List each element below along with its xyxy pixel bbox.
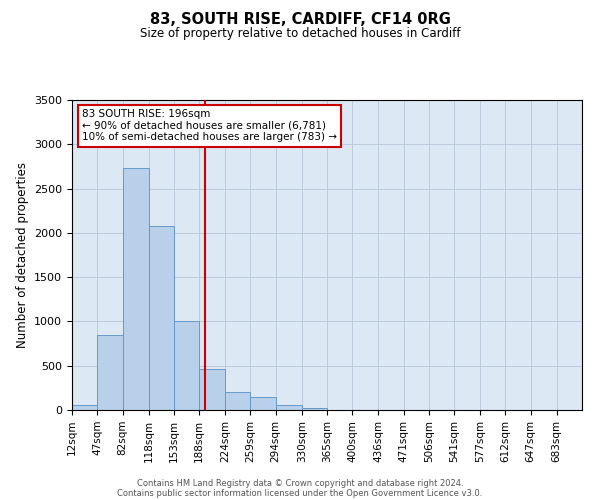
Text: Contains HM Land Registry data © Crown copyright and database right 2024.: Contains HM Land Registry data © Crown c…	[137, 478, 463, 488]
Bar	[174, 320, 199, 410]
Bar	[199, 370, 225, 410]
Bar	[276, 405, 302, 410]
Text: Contains public sector information licensed under the Open Government Licence v3: Contains public sector information licen…	[118, 488, 482, 498]
Y-axis label: Number of detached properties: Number of detached properties	[16, 162, 29, 348]
Bar	[72, 405, 97, 410]
Bar	[302, 408, 327, 410]
Text: 83, SOUTH RISE, CARDIFF, CF14 0RG: 83, SOUTH RISE, CARDIFF, CF14 0RG	[149, 12, 451, 28]
Text: Size of property relative to detached houses in Cardiff: Size of property relative to detached ho…	[140, 28, 460, 40]
Bar	[97, 334, 122, 410]
Bar	[149, 226, 174, 410]
Bar	[250, 397, 276, 410]
Bar	[122, 168, 149, 410]
Text: 83 SOUTH RISE: 196sqm
← 90% of detached houses are smaller (6,781)
10% of semi-d: 83 SOUTH RISE: 196sqm ← 90% of detached …	[82, 110, 337, 142]
Bar	[225, 392, 250, 410]
